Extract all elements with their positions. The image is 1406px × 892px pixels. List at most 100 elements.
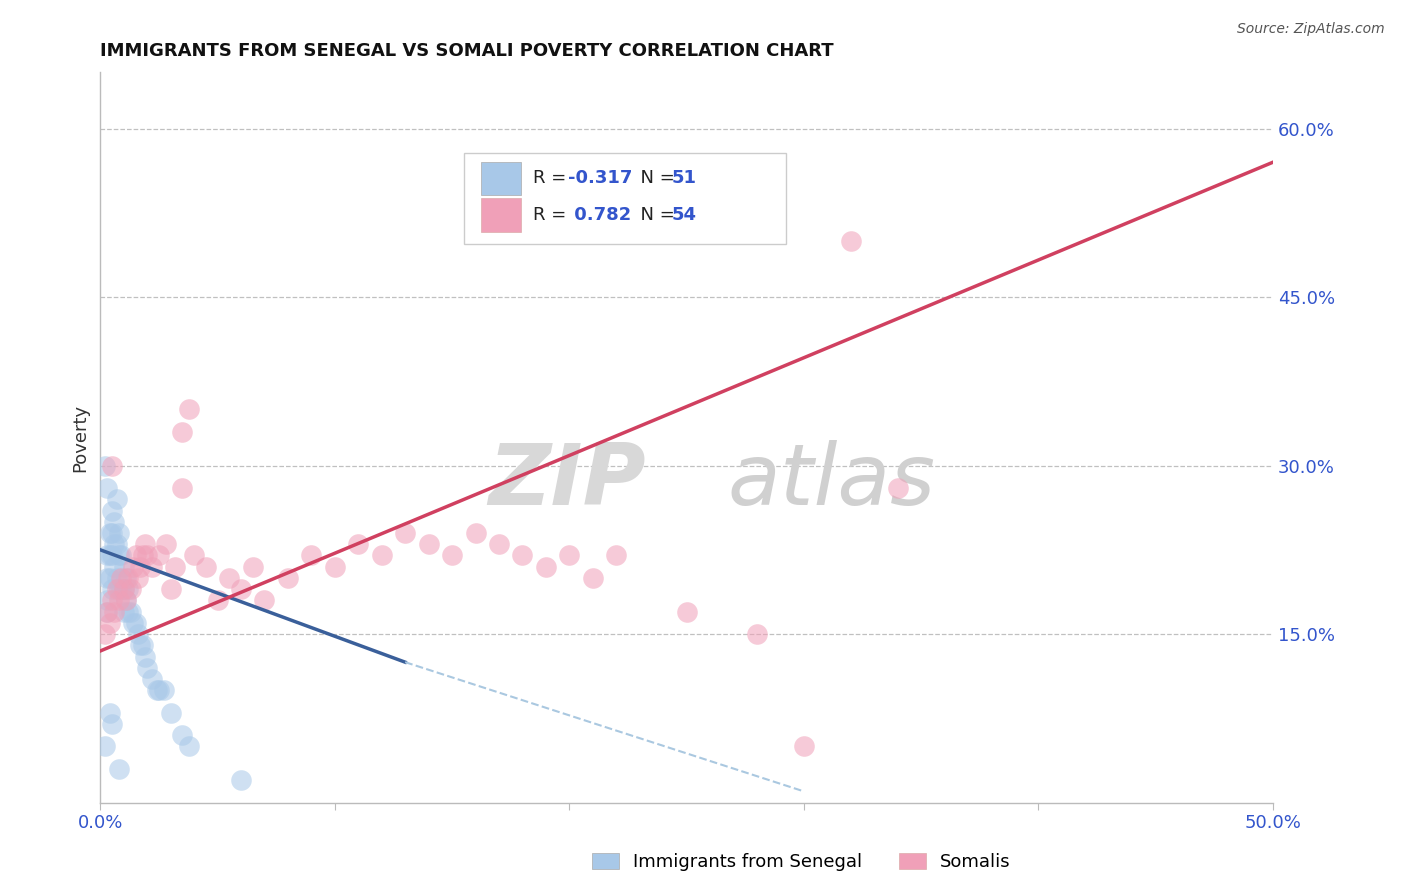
Point [105, 582, 128, 596]
Text: 54: 54 [671, 206, 696, 224]
Point [134, 537, 156, 551]
Text: N =: N = [628, 206, 681, 224]
Point [112, 605, 135, 619]
Point [464, 526, 486, 541]
Point [115, 571, 138, 585]
Text: R =: R = [533, 169, 572, 187]
Point [534, 559, 557, 574]
Point [98, 615, 121, 630]
Point [127, 571, 149, 585]
Point [886, 481, 908, 495]
Point [124, 615, 146, 630]
Point [105, 571, 128, 585]
Point [141, 672, 163, 686]
Point [122, 615, 145, 630]
Point [129, 559, 152, 574]
Point [110, 582, 132, 596]
Point [117, 605, 139, 619]
Point [101, 582, 124, 596]
Point [112, 582, 135, 596]
Point [103, 537, 125, 551]
Point [108, 549, 131, 563]
Point [115, 593, 138, 607]
Point [101, 593, 124, 607]
Point [108, 593, 131, 607]
Point [207, 593, 229, 607]
Point [117, 582, 139, 596]
Point [96, 571, 118, 585]
Point [120, 582, 142, 596]
Point [127, 627, 149, 641]
Point [94, 739, 117, 754]
Point [105, 537, 128, 551]
Point [172, 728, 194, 742]
Point [112, 559, 135, 574]
Point [488, 537, 510, 551]
Point [101, 458, 124, 473]
Point [605, 549, 627, 563]
Point [394, 526, 416, 541]
Point [145, 683, 167, 698]
Point [96, 481, 118, 495]
Point [152, 683, 174, 698]
Text: IMMIGRANTS FROM SENEGAL VS SOMALI POVERTY CORRELATION CHART: IMMIGRANTS FROM SENEGAL VS SOMALI POVERT… [100, 42, 834, 60]
Point [277, 571, 299, 585]
Point [183, 549, 205, 563]
Point [299, 549, 322, 563]
Point [179, 739, 201, 754]
Point [179, 402, 201, 417]
Point [110, 571, 132, 585]
Point [96, 549, 118, 563]
Point [323, 559, 346, 574]
Point [124, 549, 146, 563]
Point [108, 582, 131, 596]
Point [839, 234, 862, 248]
Text: N =: N = [628, 169, 681, 187]
Point [134, 649, 156, 664]
Text: 0.782: 0.782 [568, 206, 631, 224]
Point [229, 773, 252, 788]
Text: R =: R = [533, 206, 572, 224]
Point [582, 571, 605, 585]
Text: -0.317: -0.317 [568, 169, 633, 187]
Point [117, 571, 139, 585]
Point [98, 526, 121, 541]
Text: atlas: atlas [727, 440, 935, 523]
Point [148, 683, 170, 698]
Point [558, 549, 581, 563]
Point [793, 739, 815, 754]
Point [441, 549, 464, 563]
Text: 51: 51 [671, 169, 696, 187]
Point [512, 549, 534, 563]
Point [103, 515, 125, 529]
Point [103, 605, 125, 619]
Point [96, 593, 118, 607]
Point [418, 537, 440, 551]
Point [101, 549, 124, 563]
Point [745, 627, 768, 641]
Point [159, 706, 181, 720]
Point [101, 503, 124, 517]
Point [103, 559, 125, 574]
Point [101, 526, 124, 541]
Point [110, 549, 132, 563]
FancyBboxPatch shape [481, 198, 522, 232]
Point [129, 638, 152, 652]
Point [172, 425, 194, 439]
Point [105, 492, 128, 507]
Point [98, 549, 121, 563]
Point [371, 549, 394, 563]
Point [347, 537, 370, 551]
Point [229, 582, 252, 596]
Point [98, 571, 121, 585]
Point [159, 582, 181, 596]
Point [148, 549, 170, 563]
Point [165, 559, 187, 574]
FancyBboxPatch shape [481, 161, 522, 195]
Point [253, 593, 276, 607]
Point [120, 605, 142, 619]
Point [136, 661, 159, 675]
Point [172, 481, 194, 495]
Point [122, 559, 145, 574]
Y-axis label: Poverty: Poverty [72, 403, 89, 472]
